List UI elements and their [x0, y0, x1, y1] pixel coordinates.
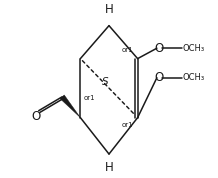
Text: or1: or1 — [84, 95, 95, 101]
Text: or1: or1 — [122, 47, 134, 53]
Text: H: H — [105, 161, 113, 174]
Text: OCH₃: OCH₃ — [183, 44, 205, 53]
Text: O: O — [31, 110, 40, 123]
Polygon shape — [60, 95, 80, 118]
Text: H: H — [105, 3, 113, 16]
Text: O: O — [155, 42, 164, 55]
Text: or1: or1 — [122, 122, 134, 128]
Text: S: S — [102, 77, 109, 87]
Text: OCH₃: OCH₃ — [183, 73, 205, 82]
Text: O: O — [155, 71, 164, 84]
